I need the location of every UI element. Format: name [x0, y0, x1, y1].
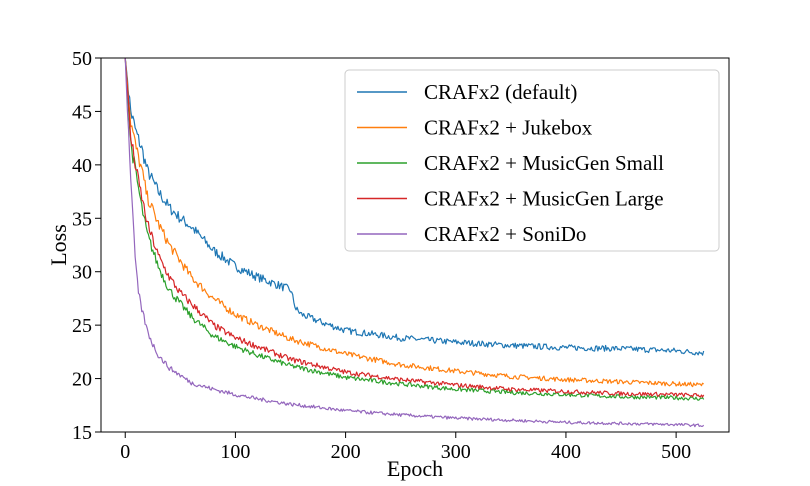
- y-tick-label: 20: [72, 369, 92, 391]
- series-line-4: [124, 58, 705, 398]
- x-tick-label: 500: [661, 441, 691, 463]
- legend-label: CRAFx2 + MusicGen Large: [424, 187, 664, 211]
- series-line-1: [124, 58, 705, 356]
- x-tick-label: 200: [331, 441, 361, 463]
- legend-label: CRAFx2 + Jukebox: [424, 116, 593, 140]
- legend-box: [344, 69, 720, 252]
- y-tick-label: 45: [72, 101, 92, 123]
- x-tick-label: 300: [441, 441, 471, 463]
- y-tick-label: 50: [72, 48, 92, 70]
- y-tick-label: 15: [72, 422, 92, 444]
- y-tick-label: 35: [72, 208, 92, 230]
- y-axis-label: Loss: [46, 224, 71, 266]
- series-line-3: [124, 58, 705, 401]
- y-tick-label: 30: [72, 262, 92, 284]
- legend-label: CRAFx2 (default): [424, 80, 577, 104]
- x-tick-label: 100: [220, 441, 250, 463]
- y-tick-label: 25: [72, 315, 92, 337]
- series-line-5: [124, 58, 705, 428]
- legend: CRAFx2 (default) CRAFx2 + Jukebox CRAFx2 +…: [344, 69, 720, 252]
- legend-label: CRAFx2 + MusicGen Small: [424, 151, 664, 175]
- plot-frame: [100, 57, 730, 433]
- x-tick-label: 400: [551, 441, 581, 463]
- series-layer: [124, 58, 705, 428]
- ticks-layer: 0 100 200 300 400 500 15 20 25 30 35 40 45 50: [72, 48, 691, 463]
- legend-label: CRAFx2 + SoniDo: [424, 222, 586, 246]
- x-tick-label: 0: [120, 441, 130, 463]
- x-axis-label: Epoch: [387, 456, 443, 481]
- y-tick-label: 40: [72, 155, 92, 177]
- series-line-2: [124, 58, 704, 388]
